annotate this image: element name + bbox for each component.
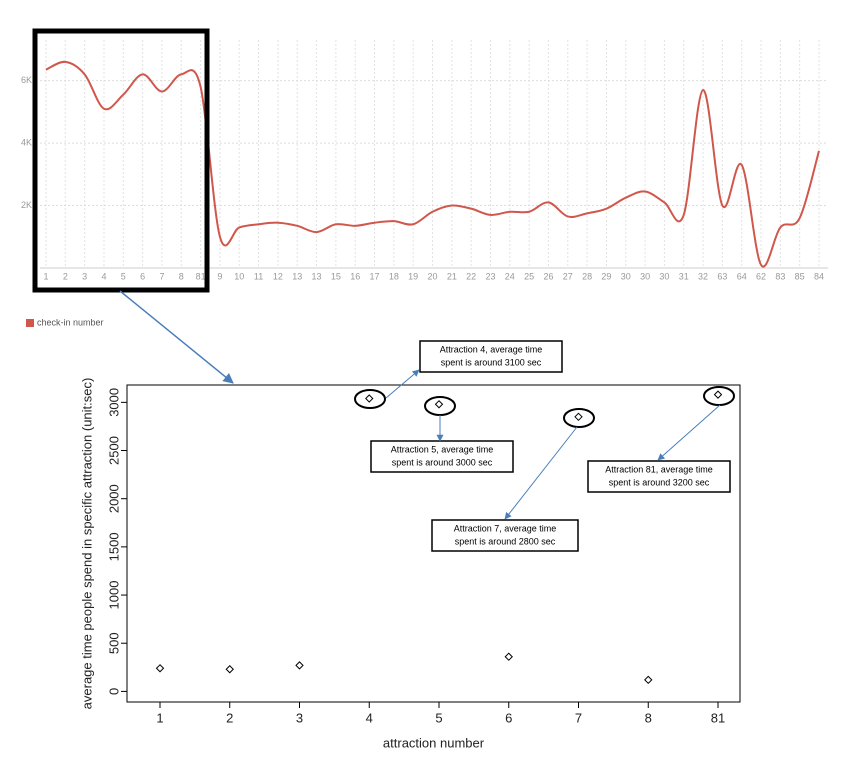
point — [155, 664, 165, 673]
x-tick-label: 9 — [217, 271, 222, 281]
x-tick-label: 3 — [82, 271, 87, 281]
x-tick-label: 29 — [601, 271, 611, 281]
x-tick-label: 6 — [140, 271, 145, 281]
x-tick-label: 22 — [466, 271, 476, 281]
y-tick-label: 2K — [21, 200, 32, 210]
x-tick-label: 4 — [366, 710, 373, 725]
x-tick-label: 62 — [756, 271, 766, 281]
x-tick-label: 3 — [296, 710, 303, 725]
point — [504, 652, 513, 661]
y-tick-label: 500 — [106, 632, 121, 654]
highlight-circle — [424, 396, 456, 416]
y-tick-label: 0 — [106, 688, 121, 695]
annotation-arrow — [657, 404, 721, 461]
x-tick-label: 17 — [370, 271, 380, 281]
annotation-text: Attraction 7, average time — [454, 523, 557, 533]
x-tick-label: 20 — [427, 271, 437, 281]
annotation-text: spent is around 3000 sec — [392, 457, 493, 467]
x-tick-label: 15 — [331, 271, 341, 281]
x-tick-label: 83 — [775, 271, 785, 281]
x-axis-label: attraction number — [383, 735, 485, 750]
x-tick-label: 1 — [156, 710, 163, 725]
point — [225, 665, 234, 674]
annotation-arrow — [385, 369, 420, 399]
x-tick-label: 23 — [485, 271, 495, 281]
x-tick-label: 27 — [563, 271, 573, 281]
x-tick-label: 7 — [159, 271, 164, 281]
x-tick-label: 30 — [621, 271, 631, 281]
annotation-box — [419, 340, 563, 373]
line-series — [45, 60, 820, 268]
x-tick-label: 19 — [408, 271, 418, 281]
x-tick-label: 10 — [234, 271, 244, 281]
x-tick-label: 26 — [543, 271, 553, 281]
x-tick-label: 21 — [447, 271, 457, 281]
annotation-text: Attraction 81, average time — [605, 464, 713, 474]
annotation-text: spent is around 3100 sec — [441, 357, 542, 367]
x-tick-label: 5 — [435, 710, 442, 725]
annotation-arrow — [504, 426, 578, 520]
x-tick-label: 13 — [312, 271, 322, 281]
point — [644, 675, 653, 685]
x-tick-label: 30 — [659, 271, 669, 281]
x-tick-label: 13 — [292, 271, 302, 281]
x-tick-label: 25 — [524, 271, 534, 281]
x-tick-label: 84 — [814, 271, 824, 281]
x-tick-label: 7 — [575, 710, 582, 725]
annotation-text: spent is around 3200 sec — [609, 477, 710, 487]
y-tick-label: 1500 — [106, 532, 121, 561]
y-tick-label: 4K — [21, 137, 32, 147]
x-tick-label: 81 — [711, 710, 725, 725]
x-tick-label: 2 — [226, 710, 233, 725]
x-tick-label: 63 — [717, 271, 727, 281]
y-tick-label: 3000 — [106, 388, 121, 417]
x-tick-label: 1 — [43, 271, 48, 281]
x-tick-label: 81 — [196, 271, 206, 281]
annotation-text: Attraction 5, average time — [391, 444, 494, 454]
y-tick-label: 6K — [21, 75, 32, 85]
x-tick-label: 85 — [795, 271, 805, 281]
y-tick-label: 1000 — [106, 581, 121, 610]
x-tick-label: 4 — [101, 271, 106, 281]
x-tick-label: 6 — [505, 710, 512, 725]
y-axis-label: average time people spend in specific at… — [79, 378, 94, 710]
x-tick-label: 30 — [640, 271, 650, 281]
connector-arrow — [119, 290, 234, 384]
point — [434, 400, 444, 409]
x-tick-label: 5 — [121, 271, 126, 281]
x-tick-label: 28 — [582, 271, 592, 281]
x-tick-label: 18 — [389, 271, 399, 281]
point — [713, 390, 723, 399]
point — [574, 412, 583, 422]
y-tick-label: 2000 — [106, 484, 121, 513]
legend-label: check-in number — [37, 317, 104, 327]
x-tick-label: 8 — [179, 271, 184, 281]
x-tick-label: 31 — [679, 271, 689, 281]
highlight-circle — [703, 386, 735, 406]
annotation-text: Attraction 4, average time — [440, 344, 543, 354]
x-tick-label: 64 — [737, 271, 747, 281]
point — [365, 394, 374, 403]
highlight-box — [32, 28, 210, 293]
y-tick-label: 2500 — [106, 436, 121, 465]
legend-swatch — [26, 319, 34, 327]
annotation-box — [587, 460, 731, 493]
x-tick-label: 11 — [254, 271, 263, 281]
x-tick-label: 8 — [645, 710, 652, 725]
annotation-box — [431, 519, 579, 552]
x-tick-label: 12 — [273, 271, 283, 281]
x-tick-label: 32 — [698, 271, 708, 281]
highlight-circle — [563, 408, 595, 428]
highlight-circle — [354, 389, 386, 409]
annotation-text: spent is around 2800 sec — [455, 536, 556, 546]
point — [295, 661, 304, 670]
x-tick-label: 24 — [505, 271, 515, 281]
x-tick-label: 2 — [63, 271, 68, 281]
x-tick-label: 16 — [350, 271, 360, 281]
